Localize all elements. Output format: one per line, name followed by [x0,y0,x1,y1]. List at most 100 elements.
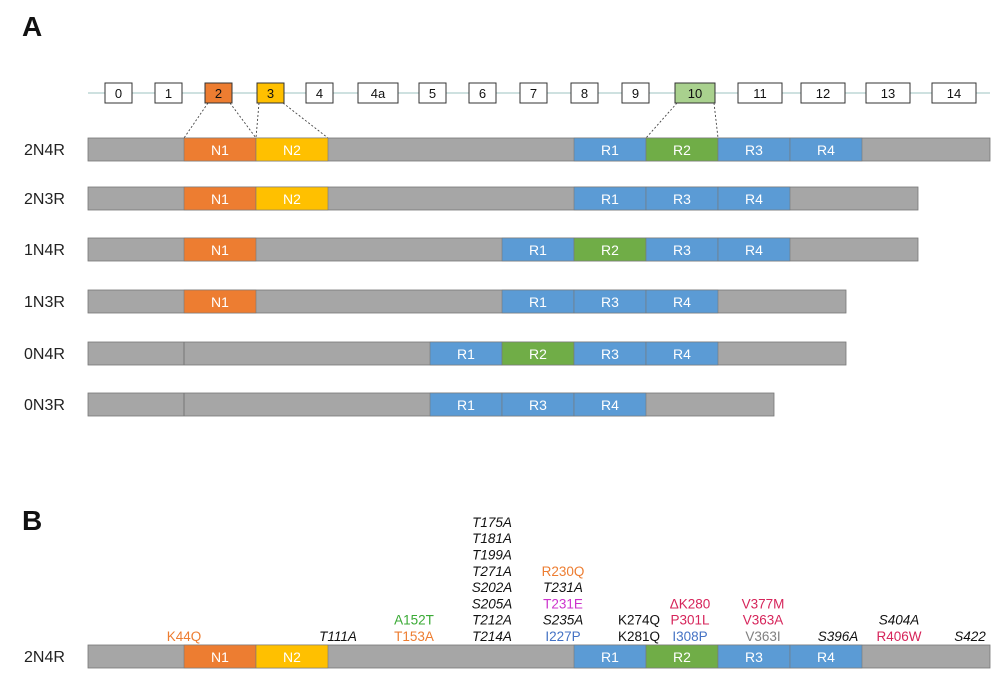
exon-connectors [183,102,719,139]
exon-14: 14 [931,82,977,104]
exon-box [305,82,334,104]
domain-n2 [255,644,329,669]
exon-label: 5 [429,86,436,101]
mutation-v363a: V363A [743,613,784,628]
exon-box [865,82,911,104]
isoform-list: 2N4R N1 N2 R1 R2 R3 R4 2N3R N1 N2 R1 R3 R4 1N4R N1 R1 R2… [24,137,991,417]
exon-label: 4a [371,86,386,101]
exon-11: 11 [737,82,783,104]
exon-label: 11 [753,86,767,101]
mutation-t231a: T231A [543,580,583,595]
domain-r4 [789,137,863,162]
exon-label: 10 [688,86,702,101]
mutation-k281q: K281Q [618,629,660,644]
mutation-r230q: R230Q [542,564,585,579]
mutation-t153a: T153A [394,629,434,644]
isoform-1n4r: 1N4R N1 R1 R2 R3 R4 [24,237,919,262]
exon-label: 8 [581,86,588,101]
exon-box [256,82,285,104]
exon-box [104,82,133,104]
mutation-t271a: T271A [472,564,512,579]
mutation-t199a: T199A [472,548,512,563]
mutation-t181a: T181A [472,531,512,546]
domain-label: R2 [529,346,547,362]
exon-9: 9 [621,82,650,104]
domain-label: R4 [817,142,835,158]
exon-connector-line [183,102,209,139]
panel-a-label: A [22,11,42,42]
mutation-i308p: I308P [672,629,707,644]
domain-label: R4 [745,242,763,258]
domain-label: R3 [745,142,763,158]
domain-label: N1 [211,191,229,207]
mutation-i227p: I227P [545,629,580,644]
exon-5: 5 [418,82,447,104]
isoform-0n4r: 0N4R R1 R2 R3 R4 [24,341,847,366]
isoform-label: 1N4R [24,242,65,259]
isoform-label: 2N3R [24,191,65,208]
domain-label: N1 [211,294,229,310]
domain-label: R3 [601,346,619,362]
exon-box [737,82,783,104]
panel-b-isoform: 2N4R N1 N2 R1 R2 R3 R4 [24,644,991,669]
domain-n1 [183,237,257,262]
exon-box [418,82,447,104]
domain-label: R2 [601,242,619,258]
mutation-s422: S422 [954,629,986,644]
exon-box [357,82,399,104]
mutation-t214a: T214A [472,629,512,644]
domain-label: R3 [745,649,763,665]
domain-label: R4 [745,191,763,207]
exon-label: 3 [267,86,274,101]
mutation-k280: ΔK280 [670,596,711,611]
exon-box [468,82,497,104]
domain-r4 [573,392,647,417]
exon-label: 9 [632,86,639,101]
exon-box [519,82,548,104]
exon-2: 2 [204,82,233,104]
exon-0: 0 [104,82,133,104]
exon-label: 1 [165,86,172,101]
domain-label: N2 [283,191,301,207]
panel-b-label: B [22,505,42,536]
exon-13: 13 [865,82,911,104]
exon-connector-line [229,102,257,139]
exon-connector-line [255,102,260,139]
domain-label: R4 [673,346,691,362]
mutation-group-s422: S422 [954,629,986,644]
domain-label: R3 [673,191,691,207]
domain-label: R4 [817,649,835,665]
exon-box [204,82,233,104]
exon-label: 13 [881,86,895,101]
domain-r4 [645,341,719,366]
isoform-label: 0N4R [24,346,65,363]
mutation-t111a: T111A [319,629,357,644]
exon-10: 10 [674,82,716,104]
domain-r4 [645,289,719,314]
exon-3: 3 [256,82,285,104]
domain-label: R2 [673,649,691,665]
isoform-2n4r: 2N4R N1 N2 R1 R2 R3 R4 [24,137,991,162]
exon-label: 14 [947,86,961,101]
mutation-s202a: S202A [472,580,513,595]
mutation-s404a: S404A [879,613,920,628]
domain-label: R1 [601,649,619,665]
domain-label: N1 [211,142,229,158]
isoform-label: 2N4R [24,142,65,159]
domain-label: R1 [457,346,475,362]
domain-label: R1 [601,191,619,207]
exon-box [154,82,183,104]
domain-label: R4 [601,397,619,413]
mutation-s205a: S205A [472,596,513,611]
isoform-label: 0N3R [24,397,65,414]
exon-8: 8 [570,82,599,104]
domain-label: N1 [211,242,229,258]
domain-label: N2 [283,142,301,158]
